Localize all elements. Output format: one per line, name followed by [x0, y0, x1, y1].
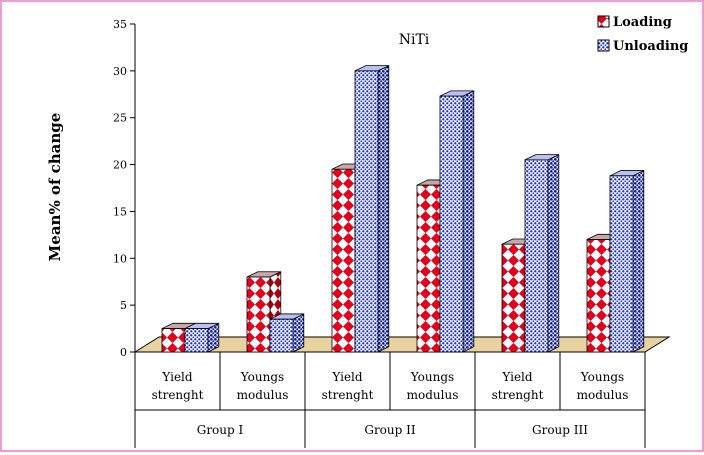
x-category-label: Yield	[161, 370, 192, 384]
bar-unloading	[609, 169, 645, 353]
x-category-label: Yield	[501, 370, 532, 384]
y-axis-label: Mean% of change	[46, 113, 64, 262]
legend-label-unloading: Unloading	[613, 39, 688, 54]
chart-title: NiTi	[399, 32, 430, 48]
bars	[161, 64, 645, 353]
y-tick-label: 5	[120, 299, 127, 312]
bar-unloading	[439, 90, 475, 353]
bar-chart: 0 5 10 15 20 25 30 35 Yield strenght Youngs modulu…	[46, 15, 688, 448]
x-category-label: Youngs	[240, 370, 284, 384]
x-group-label: Group III	[532, 423, 588, 437]
x-category-label: Youngs	[580, 370, 624, 384]
y-tick-label: 20	[113, 159, 127, 172]
y-tick-label: 25	[113, 112, 127, 125]
bar-unloading	[524, 153, 560, 353]
bar-unloading	[184, 322, 220, 353]
x-group-label: Group II	[364, 423, 416, 437]
y-tick-label: 30	[113, 65, 127, 78]
y-tick-label: 15	[113, 205, 127, 218]
x-category-label: modulus	[407, 388, 459, 402]
x-category-label: strenght	[152, 388, 204, 402]
bar-unloading	[354, 64, 390, 353]
x-category-label: strenght	[492, 388, 544, 402]
x-category-label: modulus	[237, 388, 289, 402]
x-group-label: Group I	[197, 423, 244, 437]
legend: Loading Unloading	[597, 15, 688, 54]
x-category-label: Yield	[331, 370, 362, 384]
x-category-label: Youngs	[410, 370, 454, 384]
legend-swatch-unloading	[597, 39, 610, 52]
y-axis: 0 5 10 15 20 25 30 35	[113, 18, 136, 359]
y-tick-label: 10	[113, 252, 127, 265]
legend-swatch-loading	[597, 15, 610, 28]
x-category-label: modulus	[577, 388, 629, 402]
y-tick-label: 0	[120, 346, 127, 359]
x-axis: Yield strenght Youngs modulus Yield strenght Y…	[134, 352, 646, 448]
x-category-label: strenght	[322, 388, 374, 402]
bar-unloading	[269, 313, 305, 353]
y-tick-label: 35	[113, 18, 127, 31]
legend-label-loading: Loading	[613, 15, 672, 30]
